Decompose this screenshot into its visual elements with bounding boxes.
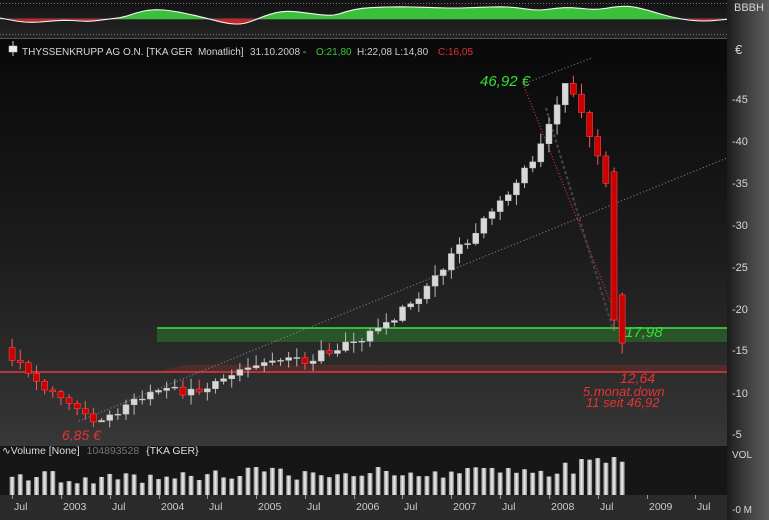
- svg-text:17,98: 17,98: [625, 324, 663, 341]
- svg-text:6,85 €: 6,85 €: [62, 427, 102, 443]
- svg-text:11 seit 46,92: 11 seit 46,92: [586, 395, 660, 410]
- svg-text:46,92 €: 46,92 €: [480, 73, 531, 90]
